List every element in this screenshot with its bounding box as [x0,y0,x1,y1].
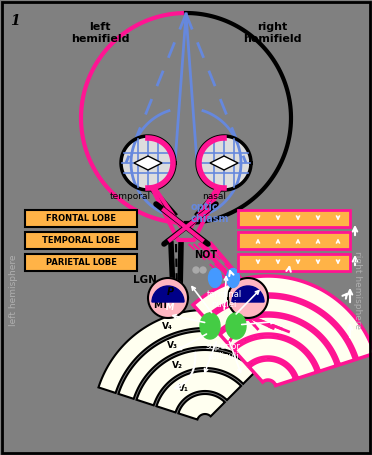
Ellipse shape [226,313,246,339]
Text: PARIETAL LOBE: PARIETAL LOBE [45,258,116,267]
FancyBboxPatch shape [25,254,137,271]
Circle shape [148,278,188,318]
Polygon shape [99,310,284,393]
Circle shape [121,136,175,190]
Circle shape [200,267,206,273]
Text: M: M [166,303,174,313]
Polygon shape [234,337,317,379]
Text: 1: 1 [10,14,20,28]
Polygon shape [137,350,256,405]
Wedge shape [152,286,184,302]
Text: V₄: V₄ [163,323,173,331]
Text: V₃: V₃ [167,341,178,350]
Polygon shape [178,394,225,420]
Polygon shape [249,360,295,385]
Polygon shape [220,316,337,371]
Text: MT: MT [153,301,168,310]
Text: TEMPORAL LOBE: TEMPORAL LOBE [42,236,120,245]
Text: superior
colliculi: superior colliculi [206,342,240,361]
Text: NOT: NOT [194,250,217,260]
Circle shape [228,278,268,318]
Text: nasal: nasal [202,192,226,201]
Text: LGN: LGN [133,275,157,285]
Text: P: P [166,287,174,297]
Text: left hemisphere: left hemisphere [10,254,19,326]
FancyBboxPatch shape [238,210,350,227]
Polygon shape [157,371,241,412]
Circle shape [197,136,251,190]
Polygon shape [134,156,162,170]
Text: optic
chiasm: optic chiasm [191,202,230,223]
Ellipse shape [208,268,221,288]
Text: V₂: V₂ [172,361,183,370]
FancyBboxPatch shape [238,232,350,249]
Circle shape [193,267,199,273]
Ellipse shape [200,313,220,339]
Text: FRONTAL LOBE: FRONTAL LOBE [46,214,116,223]
Ellipse shape [227,268,240,288]
FancyBboxPatch shape [25,210,137,227]
Polygon shape [118,331,269,399]
Text: terminal
nuclei: terminal nuclei [206,290,242,309]
Text: right
hemifield: right hemifield [243,22,301,44]
Polygon shape [207,297,355,365]
FancyBboxPatch shape [238,254,350,271]
Wedge shape [232,286,264,302]
Text: temporal: temporal [109,192,151,201]
Text: right hemisphere: right hemisphere [353,251,362,329]
Text: V₁: V₁ [178,384,189,393]
FancyBboxPatch shape [25,232,137,249]
Text: left
hemifield: left hemifield [71,22,129,44]
Polygon shape [210,156,238,170]
Polygon shape [193,276,372,359]
